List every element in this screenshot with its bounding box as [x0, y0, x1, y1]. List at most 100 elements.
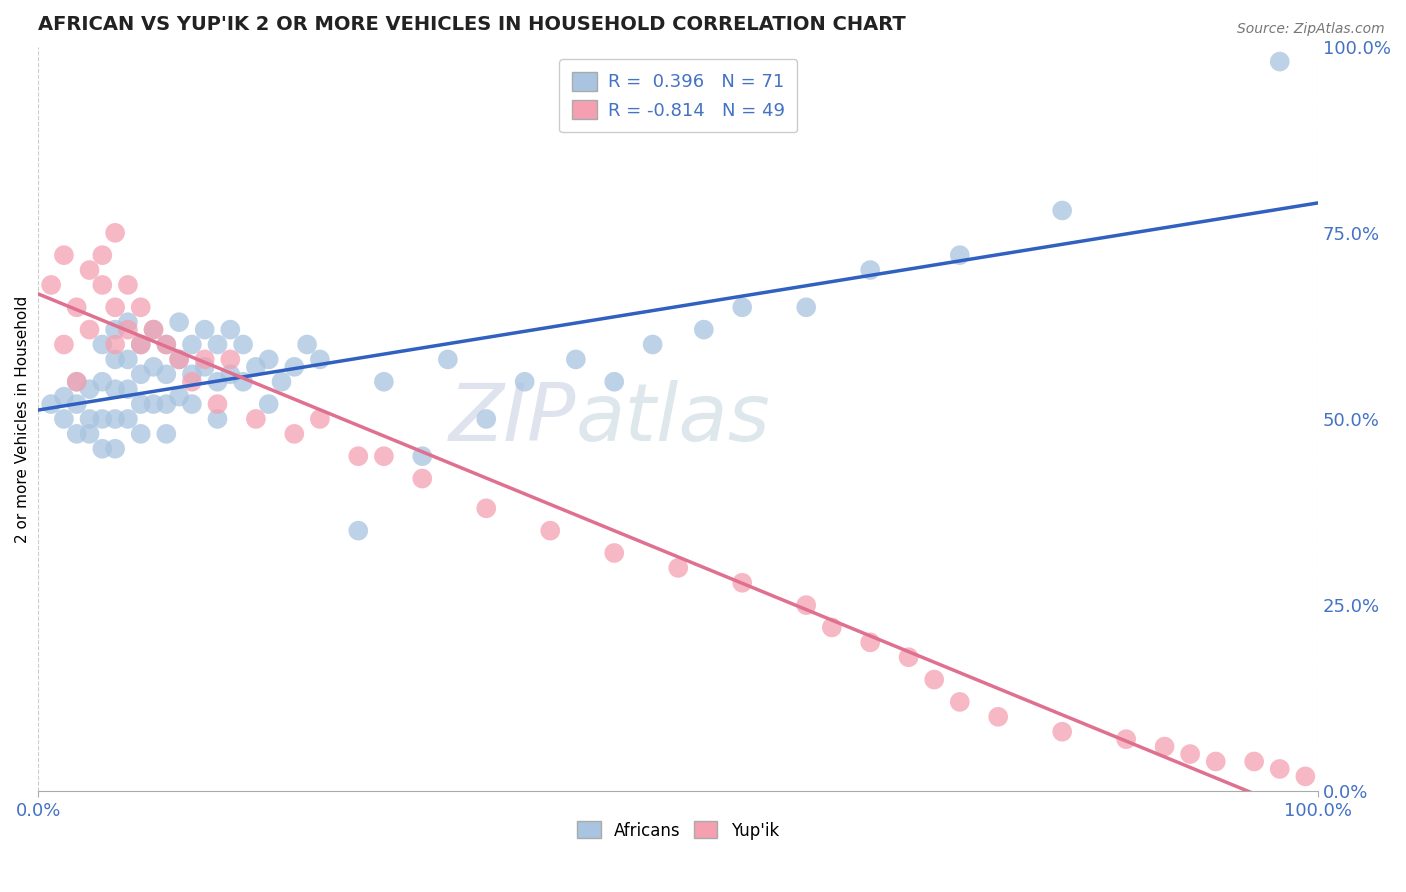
Point: [104, 382, 127, 396]
Point: [180, 368, 202, 382]
Point: [194, 352, 217, 367]
Point: [91, 277, 114, 292]
Point: [987, 710, 1010, 724]
Point: [949, 248, 972, 262]
Point: [1153, 739, 1175, 754]
Point: [513, 375, 536, 389]
Point: [104, 323, 127, 337]
Point: [219, 352, 242, 367]
Point: [52, 412, 75, 426]
Point: [219, 323, 242, 337]
Point: [859, 635, 882, 649]
Point: [180, 397, 202, 411]
Point: [1243, 755, 1265, 769]
Point: [641, 337, 664, 351]
Point: [731, 575, 754, 590]
Point: [411, 471, 433, 485]
Point: [295, 337, 318, 351]
Point: [207, 337, 229, 351]
Point: [207, 412, 229, 426]
Point: [155, 337, 177, 351]
Point: [91, 412, 114, 426]
Point: [475, 501, 498, 516]
Point: [79, 382, 101, 396]
Point: [66, 375, 89, 389]
Point: [91, 375, 114, 389]
Point: [104, 337, 127, 351]
Point: [155, 426, 177, 441]
Point: [104, 352, 127, 367]
Point: [129, 337, 152, 351]
Point: [794, 598, 817, 612]
Point: [66, 300, 89, 314]
Point: [283, 359, 305, 374]
Point: [167, 390, 190, 404]
Point: [207, 397, 229, 411]
Point: [373, 449, 395, 463]
Point: [309, 412, 332, 426]
Point: [1205, 755, 1227, 769]
Point: [180, 375, 202, 389]
Point: [309, 352, 332, 367]
Point: [257, 397, 280, 411]
Point: [207, 375, 229, 389]
Point: [104, 226, 127, 240]
Text: ZIP: ZIP: [449, 380, 576, 458]
Point: [1178, 747, 1201, 761]
Point: [180, 337, 202, 351]
Point: [104, 300, 127, 314]
Point: [167, 352, 190, 367]
Point: [79, 323, 101, 337]
Point: [897, 650, 920, 665]
Point: [1050, 203, 1073, 218]
Point: [1294, 769, 1316, 783]
Point: [142, 323, 165, 337]
Point: [603, 546, 626, 560]
Point: [245, 359, 267, 374]
Point: [821, 620, 844, 634]
Point: [66, 375, 89, 389]
Point: [155, 397, 177, 411]
Point: [1050, 724, 1073, 739]
Point: [565, 352, 588, 367]
Point: [117, 352, 139, 367]
Point: [731, 300, 754, 314]
Point: [373, 375, 395, 389]
Point: [1268, 762, 1291, 776]
Point: [603, 375, 626, 389]
Point: [167, 315, 190, 329]
Point: [437, 352, 460, 367]
Point: [129, 300, 152, 314]
Point: [794, 300, 817, 314]
Point: [232, 337, 254, 351]
Point: [194, 359, 217, 374]
Point: [104, 442, 127, 456]
Point: [79, 426, 101, 441]
Point: [129, 368, 152, 382]
Point: [52, 390, 75, 404]
Point: [91, 248, 114, 262]
Point: [167, 352, 190, 367]
Point: [1115, 732, 1137, 747]
Point: [52, 248, 75, 262]
Point: [270, 375, 292, 389]
Point: [257, 352, 280, 367]
Point: [949, 695, 972, 709]
Point: [142, 323, 165, 337]
Point: [117, 277, 139, 292]
Point: [347, 524, 370, 538]
Point: [117, 315, 139, 329]
Point: [117, 323, 139, 337]
Text: Source: ZipAtlas.com: Source: ZipAtlas.com: [1237, 22, 1385, 37]
Point: [1268, 54, 1291, 69]
Point: [129, 337, 152, 351]
Point: [129, 397, 152, 411]
Point: [142, 359, 165, 374]
Point: [79, 263, 101, 277]
Point: [347, 449, 370, 463]
Legend: Africans, Yup'ik: Africans, Yup'ik: [571, 814, 786, 847]
Point: [66, 397, 89, 411]
Point: [39, 277, 62, 292]
Point: [538, 524, 561, 538]
Point: [859, 263, 882, 277]
